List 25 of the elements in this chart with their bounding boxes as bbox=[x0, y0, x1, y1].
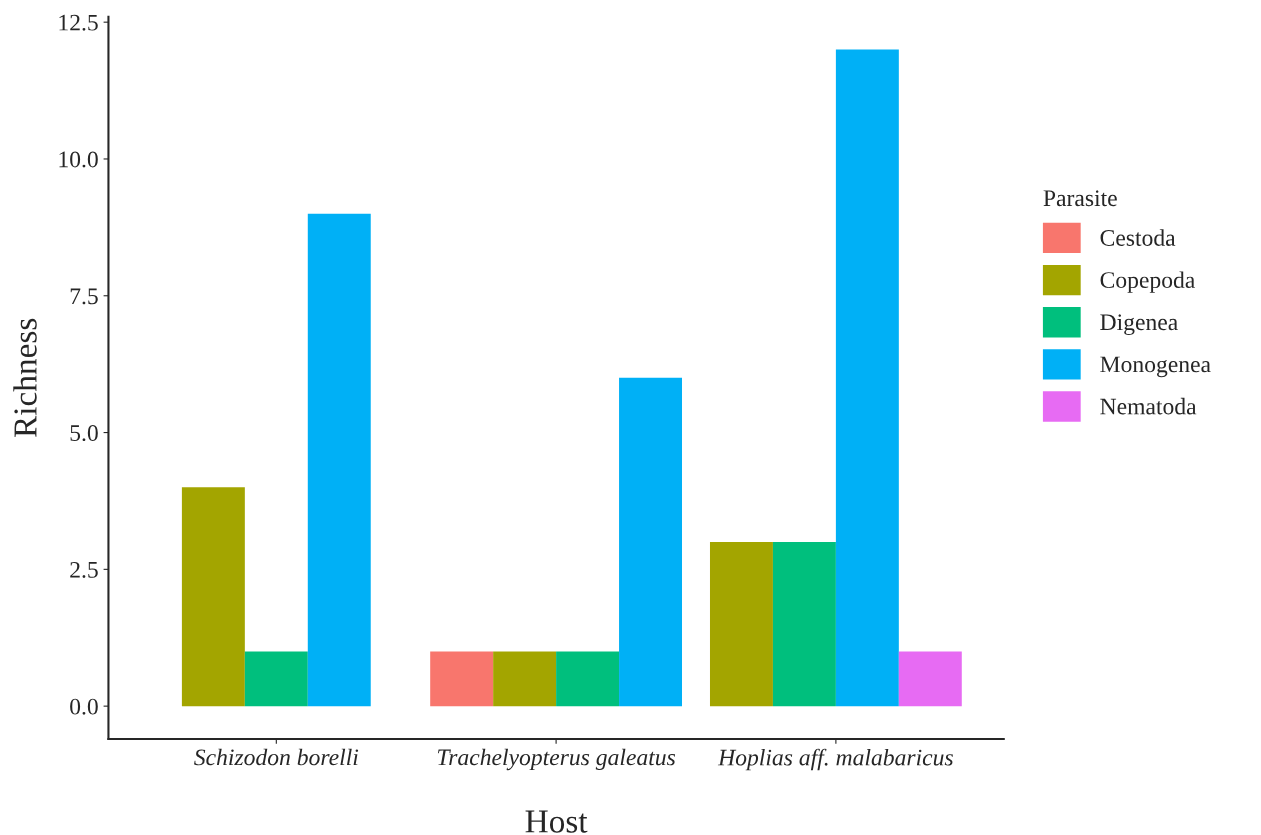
x-axis-title: Host bbox=[525, 810, 588, 833]
bar bbox=[307, 213, 371, 707]
y-tick-label: 10.0 bbox=[59, 151, 98, 168]
y-axis-title: Richness bbox=[13, 318, 37, 438]
bar bbox=[709, 541, 773, 707]
legend-label: Copepoda bbox=[1100, 271, 1195, 293]
bar bbox=[430, 651, 494, 707]
y-tick-label: 0.0 bbox=[70, 698, 98, 715]
legend-label: Nematoda bbox=[1100, 397, 1197, 415]
y-tick-label: 7.5 bbox=[70, 288, 98, 305]
bar bbox=[898, 651, 962, 707]
bar bbox=[181, 487, 245, 707]
y-tick-label: 2.5 bbox=[70, 561, 98, 578]
legend-label: Cestoda bbox=[1100, 229, 1176, 246]
y-tick-label: 5.0 bbox=[70, 425, 98, 442]
x-tick-label: Schizodon borelli bbox=[194, 748, 359, 766]
x-tick-label: Trachelyopterus galeatus bbox=[437, 748, 676, 771]
legend-label: Monogenea bbox=[1100, 356, 1211, 378]
bar bbox=[835, 49, 899, 707]
bar bbox=[772, 541, 836, 707]
legend-label: Digenea bbox=[1100, 314, 1178, 336]
y-tick-label: 12.5 bbox=[59, 14, 98, 31]
x-tick-label: Hoplias aff. malabaricus bbox=[717, 748, 953, 771]
bar bbox=[244, 651, 308, 707]
legend-title: Parasite bbox=[1043, 190, 1117, 207]
